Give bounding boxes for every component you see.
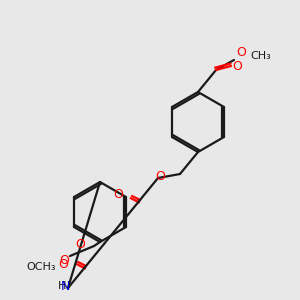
Text: O: O — [113, 188, 123, 202]
Text: OCH₃: OCH₃ — [26, 262, 56, 272]
Text: O: O — [232, 59, 242, 73]
Text: O: O — [59, 254, 69, 268]
Text: H: H — [58, 281, 66, 291]
Text: O: O — [236, 46, 246, 59]
Text: N: N — [61, 280, 70, 292]
Text: O: O — [155, 170, 165, 184]
Text: O: O — [58, 258, 68, 271]
Text: CH₃: CH₃ — [250, 51, 271, 61]
Text: O: O — [75, 238, 85, 251]
